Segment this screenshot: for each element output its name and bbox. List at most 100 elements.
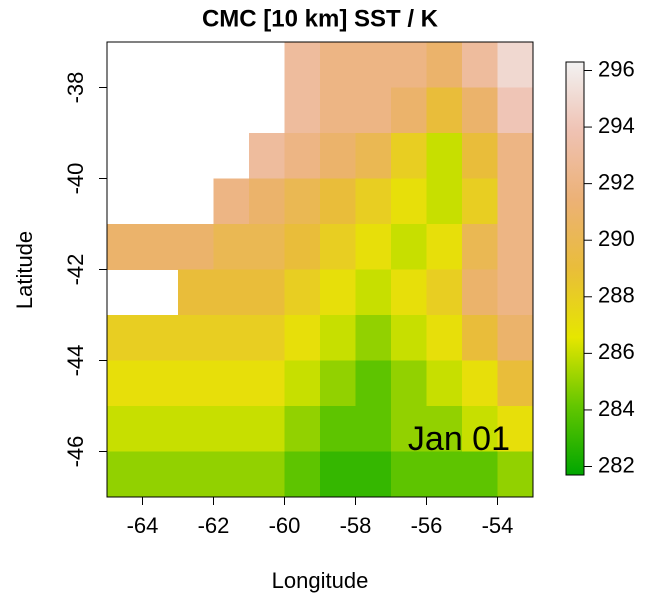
heat-cell [213,360,250,407]
heat-cell [178,269,214,316]
heat-cell [284,406,321,452]
heat-cell [249,178,285,225]
colorbar [565,61,585,476]
heat-cell [178,360,214,407]
heat-cell [462,269,498,316]
heat-cell [249,269,285,316]
colorbar-tick-label: 294 [598,113,635,138]
heat-cell [355,133,392,179]
heat-cell [426,406,463,452]
heat-cell [497,269,533,316]
heat-cell [142,224,179,270]
heat-cell [497,451,533,497]
heat-cell [284,315,321,361]
x-tick-label: -64 [127,513,159,538]
x-tick-label: -54 [482,513,514,538]
heat-cell [320,360,356,407]
y-tick-label: -42 [63,254,88,286]
heat-cell [355,315,392,361]
chart-title: CMC [10 km] SST / K [202,5,439,32]
heat-cell [462,406,498,452]
heat-cell [355,269,392,316]
heat-cell [355,178,392,225]
heat-cell [284,451,321,497]
heat-cell [249,224,285,270]
colorbar-tick-label: 296 [598,56,635,81]
heat-cell [284,178,321,225]
heat-cell [107,224,143,270]
heat-cell [426,42,463,88]
heat-cell [178,406,214,452]
heat-cell [284,360,321,407]
heat-cell [320,224,356,270]
heat-cell [284,87,321,134]
heat-cell [213,315,250,361]
colorbar-tick-label: 284 [598,396,635,421]
colorbar-tick-label: 290 [598,226,635,251]
heatmap [107,42,533,497]
heat-cell [213,178,250,225]
heat-cell [355,360,392,407]
colorbar-tick-label: 282 [598,452,635,477]
heat-cell [284,42,321,88]
heat-cell [391,451,427,497]
heat-cell [178,315,214,361]
heat-cell [391,315,427,361]
heat-cell [142,406,179,452]
heat-cell [107,406,143,452]
heat-cell [391,406,427,452]
heat-cell [284,133,321,179]
x-tick-label: -62 [198,513,230,538]
heat-cell [426,360,463,407]
heat-cell [142,451,179,497]
heat-cell [497,133,533,179]
y-tick-label: -44 [63,345,88,377]
heat-cell [249,360,285,407]
heat-cell [426,269,463,316]
heat-cell [355,87,392,134]
heat-cell [320,315,356,361]
heat-cell [355,224,392,270]
colorbar-tick-label: 292 [598,169,635,194]
heat-cell [391,224,427,270]
heat-cell [142,360,179,407]
heat-cell [320,269,356,316]
x-tick-label: -60 [269,513,301,538]
heat-cell [107,360,143,407]
heat-cell [249,406,285,452]
x-axis-label: Longitude [272,568,369,593]
heat-cell [213,406,250,452]
heat-cell [497,406,533,452]
heat-cell [497,315,533,361]
heat-cell [284,269,321,316]
heat-cell [320,42,356,88]
heat-cell [107,451,143,497]
heat-cell [497,42,533,88]
y-tick-label: -46 [63,436,88,468]
heat-cell [462,133,498,179]
heat-cell [426,315,463,361]
colorbar-tick-label: 288 [598,283,635,308]
heat-cell [497,178,533,225]
heat-cell [391,133,427,179]
heat-cell [462,360,498,407]
heat-cell [284,224,321,270]
heat-cell [497,87,533,134]
heat-cell [462,178,498,225]
heat-cell [320,406,356,452]
heat-cell [462,42,498,88]
heat-cell [426,224,463,270]
y-axis-label: Latitude [12,231,37,309]
heat-cell [142,315,179,361]
heat-cell [178,224,214,270]
heat-cell [320,133,356,179]
heat-cell [391,42,427,88]
heat-cell [320,87,356,134]
heat-cell [107,315,143,361]
heat-cell [391,360,427,407]
y-tick-label: -38 [63,72,88,104]
heat-cell [249,451,285,497]
heat-cell [497,224,533,270]
heat-cell [355,42,392,88]
